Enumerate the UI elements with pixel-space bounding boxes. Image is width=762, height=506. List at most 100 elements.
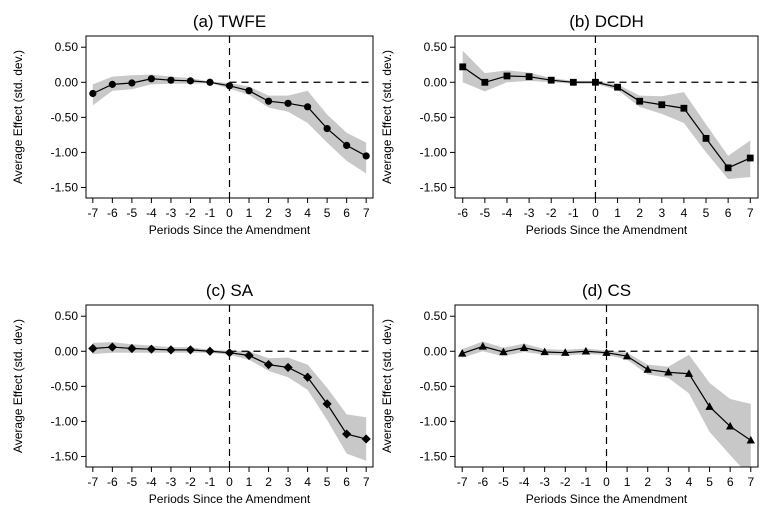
data-point-8 [636, 97, 644, 105]
y-tick-label: -1.50 [420, 180, 448, 194]
x-tick-label: 4 [686, 475, 693, 489]
y-tick-label: -1.50 [51, 180, 79, 194]
x-tick-label: -7 [87, 475, 98, 489]
x-tick-label: -1 [581, 475, 592, 489]
data-point-0 [459, 63, 467, 71]
x-tick-label: 6 [725, 206, 732, 220]
x-tick-label: 1 [246, 206, 253, 220]
x-tick-label: -5 [480, 206, 491, 220]
data-point-3 [519, 343, 529, 351]
data-point-2 [503, 72, 511, 80]
data-point-2 [127, 343, 137, 354]
x-tick-label: -6 [477, 475, 488, 489]
data-point-0 [88, 343, 98, 354]
estimate-line [462, 66, 751, 169]
x-tick-label: 1 [246, 475, 253, 489]
data-point-3 [147, 75, 156, 83]
data-point-10 [283, 362, 293, 373]
y-tick-label: -1.00 [420, 145, 448, 159]
chart-title: (d) CS [582, 281, 631, 300]
x-tick-label: -6 [107, 475, 118, 489]
data-point-14 [746, 435, 755, 444]
y-tick-label: 0.00 [424, 344, 448, 358]
data-point-1 [481, 78, 489, 86]
x-tick-label: -4 [146, 206, 157, 220]
data-point-2 [499, 347, 508, 356]
y-tick-label: -1.50 [51, 449, 79, 463]
x-tick-label: -3 [539, 475, 550, 489]
data-point-9 [264, 97, 273, 105]
data-point-5 [569, 78, 577, 86]
y-tick-label: -1.00 [51, 145, 79, 159]
x-tick-label: -7 [87, 206, 98, 220]
x-tick-label: -5 [498, 475, 509, 489]
x-tick-label: 6 [343, 475, 350, 489]
y-tick-label: -0.50 [420, 379, 448, 393]
data-point-11 [303, 103, 312, 111]
y-axis-label: Average Effect (std. dev.) [380, 50, 394, 184]
confidence-band [462, 50, 751, 180]
x-tick-label: -2 [185, 475, 196, 489]
x-tick-label: 3 [285, 475, 292, 489]
data-point-1 [478, 341, 488, 350]
confidence-band [92, 74, 367, 174]
plot-area [459, 36, 758, 198]
x-tick-label: 2 [636, 206, 643, 220]
y-tick-label: -0.50 [51, 110, 79, 124]
data-point-7 [614, 83, 621, 91]
data-point-9 [658, 101, 666, 109]
data-point-12 [323, 124, 331, 133]
data-point-4 [167, 76, 175, 84]
y-axis-label: Average Effect (std. dev.) [11, 50, 25, 184]
x-tick-label: -4 [146, 475, 157, 489]
x-axis-label: Periods Since the Amendment [149, 492, 311, 506]
x-tick-label: 0 [226, 475, 233, 489]
panel-1: 0.50 0.00 -0.50 -1.00 -1.50 -7 -6 -5 -4 -3 -2 -1 0 1 2… [11, 12, 374, 237]
y-tick-label: -1.00 [420, 414, 448, 428]
y-tick-label: 0.00 [55, 75, 79, 89]
x-tick-label: -2 [185, 206, 196, 220]
x-axis-label: Periods Since the Amendment [526, 223, 688, 237]
x-tick-label: -5 [127, 475, 138, 489]
x-tick-label: -1 [205, 475, 216, 489]
y-tick-label: -1.00 [51, 414, 79, 428]
data-point-6 [205, 346, 215, 356]
data-point-12 [705, 402, 714, 410]
data-point-5 [186, 77, 195, 85]
data-point-5 [185, 345, 196, 355]
data-point-12 [322, 399, 332, 409]
x-tick-label: 5 [324, 206, 331, 220]
x-tick-label: 6 [343, 206, 350, 220]
y-axis-label: Average Effect (std. dev.) [380, 319, 394, 453]
data-point-10 [664, 367, 673, 376]
x-tick-label: -4 [502, 206, 513, 220]
data-point-11 [302, 372, 313, 382]
data-point-6 [206, 78, 214, 86]
panel-4: 0.50 0.00 -0.50 -1.00 -1.50 -7 -6 -5 -4 -3 -2 -1 0 1 2… [380, 281, 759, 506]
plot-area [88, 305, 373, 467]
x-tick-label: 3 [658, 206, 665, 220]
x-tick-label: -6 [457, 206, 468, 220]
x-tick-label: -5 [127, 206, 138, 220]
x-tick-label: 2 [265, 206, 272, 220]
data-point-7 [225, 82, 234, 90]
data-point-6 [581, 346, 591, 355]
x-tick-label: 3 [285, 206, 292, 220]
data-point-8 [244, 350, 254, 361]
data-point-12 [724, 164, 732, 172]
x-tick-label: 6 [727, 475, 734, 489]
x-tick-label: 3 [665, 475, 672, 489]
x-tick-label: -3 [166, 475, 177, 489]
x-tick-label: 7 [747, 475, 754, 489]
data-point-13 [725, 421, 735, 430]
y-tick-label: 0.00 [55, 344, 79, 358]
x-axis-label: Periods Since the Amendment [149, 223, 311, 237]
data-point-14 [361, 434, 371, 444]
x-tick-label: 2 [644, 475, 651, 489]
y-tick-label: 0.50 [55, 40, 79, 54]
x-tick-label: 4 [304, 206, 311, 220]
plot-area [458, 305, 758, 467]
x-tick-label: -3 [166, 206, 177, 220]
data-point-3 [146, 344, 157, 354]
